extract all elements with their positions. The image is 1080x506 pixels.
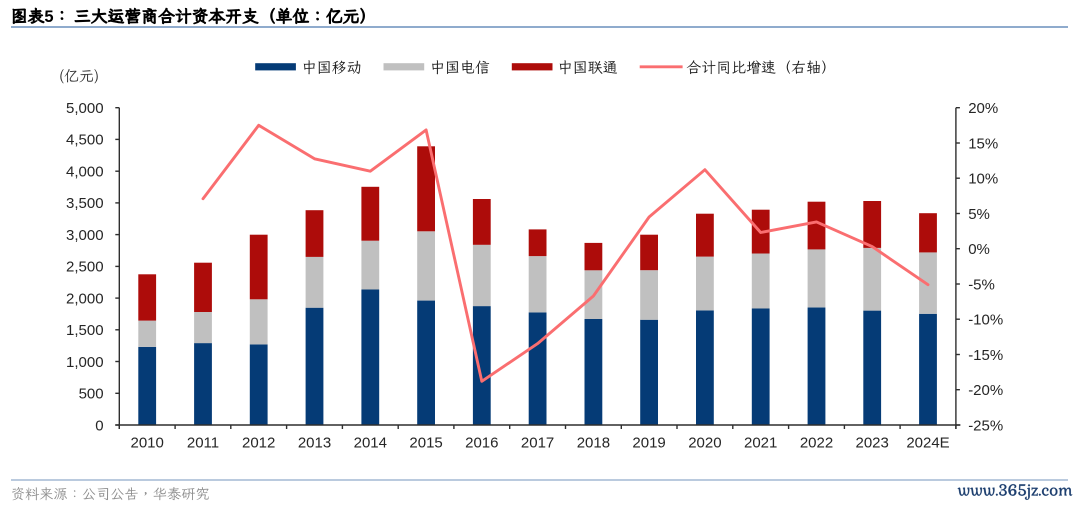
svg-text:1,000: 1,000 — [66, 354, 104, 371]
svg-text:2020: 2020 — [688, 434, 721, 451]
svg-text:2024E: 2024E — [906, 434, 949, 451]
svg-text:2017: 2017 — [521, 434, 554, 451]
svg-text:-25%: -25% — [968, 417, 1003, 434]
svg-text:-10%: -10% — [968, 312, 1003, 329]
svg-text:3,500: 3,500 — [66, 195, 104, 212]
svg-text:4,500: 4,500 — [66, 132, 104, 149]
svg-text:-5%: -5% — [968, 276, 995, 293]
svg-text:5,000: 5,000 — [66, 100, 104, 117]
svg-text:1,500: 1,500 — [66, 322, 104, 339]
svg-text:10%: 10% — [968, 171, 998, 188]
svg-text:2013: 2013 — [298, 434, 331, 451]
svg-text:5%: 5% — [968, 206, 990, 223]
svg-text:3,000: 3,000 — [66, 227, 104, 244]
svg-text:0: 0 — [95, 417, 103, 434]
svg-text:-20%: -20% — [968, 382, 1003, 399]
svg-text:2022: 2022 — [800, 434, 833, 451]
svg-text:2011: 2011 — [187, 434, 219, 451]
svg-text:2021: 2021 — [744, 434, 777, 451]
svg-text:0%: 0% — [968, 241, 990, 258]
svg-text:4,000: 4,000 — [66, 164, 104, 181]
svg-text:2,000: 2,000 — [66, 290, 104, 307]
svg-text:2016: 2016 — [465, 434, 498, 451]
svg-text:2015: 2015 — [409, 434, 442, 451]
svg-text:-15%: -15% — [968, 347, 1003, 364]
svg-text:15%: 15% — [968, 135, 998, 152]
svg-text:2010: 2010 — [131, 434, 164, 451]
svg-text:2014: 2014 — [354, 434, 387, 451]
svg-text:500: 500 — [79, 386, 104, 403]
svg-text:2018: 2018 — [577, 434, 610, 451]
svg-text:2023: 2023 — [856, 434, 889, 451]
svg-text:2019: 2019 — [632, 434, 665, 451]
svg-text:20%: 20% — [968, 100, 998, 117]
svg-text:5: 5 — [44, 8, 53, 26]
svg-text:2,500: 2,500 — [66, 259, 104, 276]
svg-text:2012: 2012 — [242, 434, 275, 451]
